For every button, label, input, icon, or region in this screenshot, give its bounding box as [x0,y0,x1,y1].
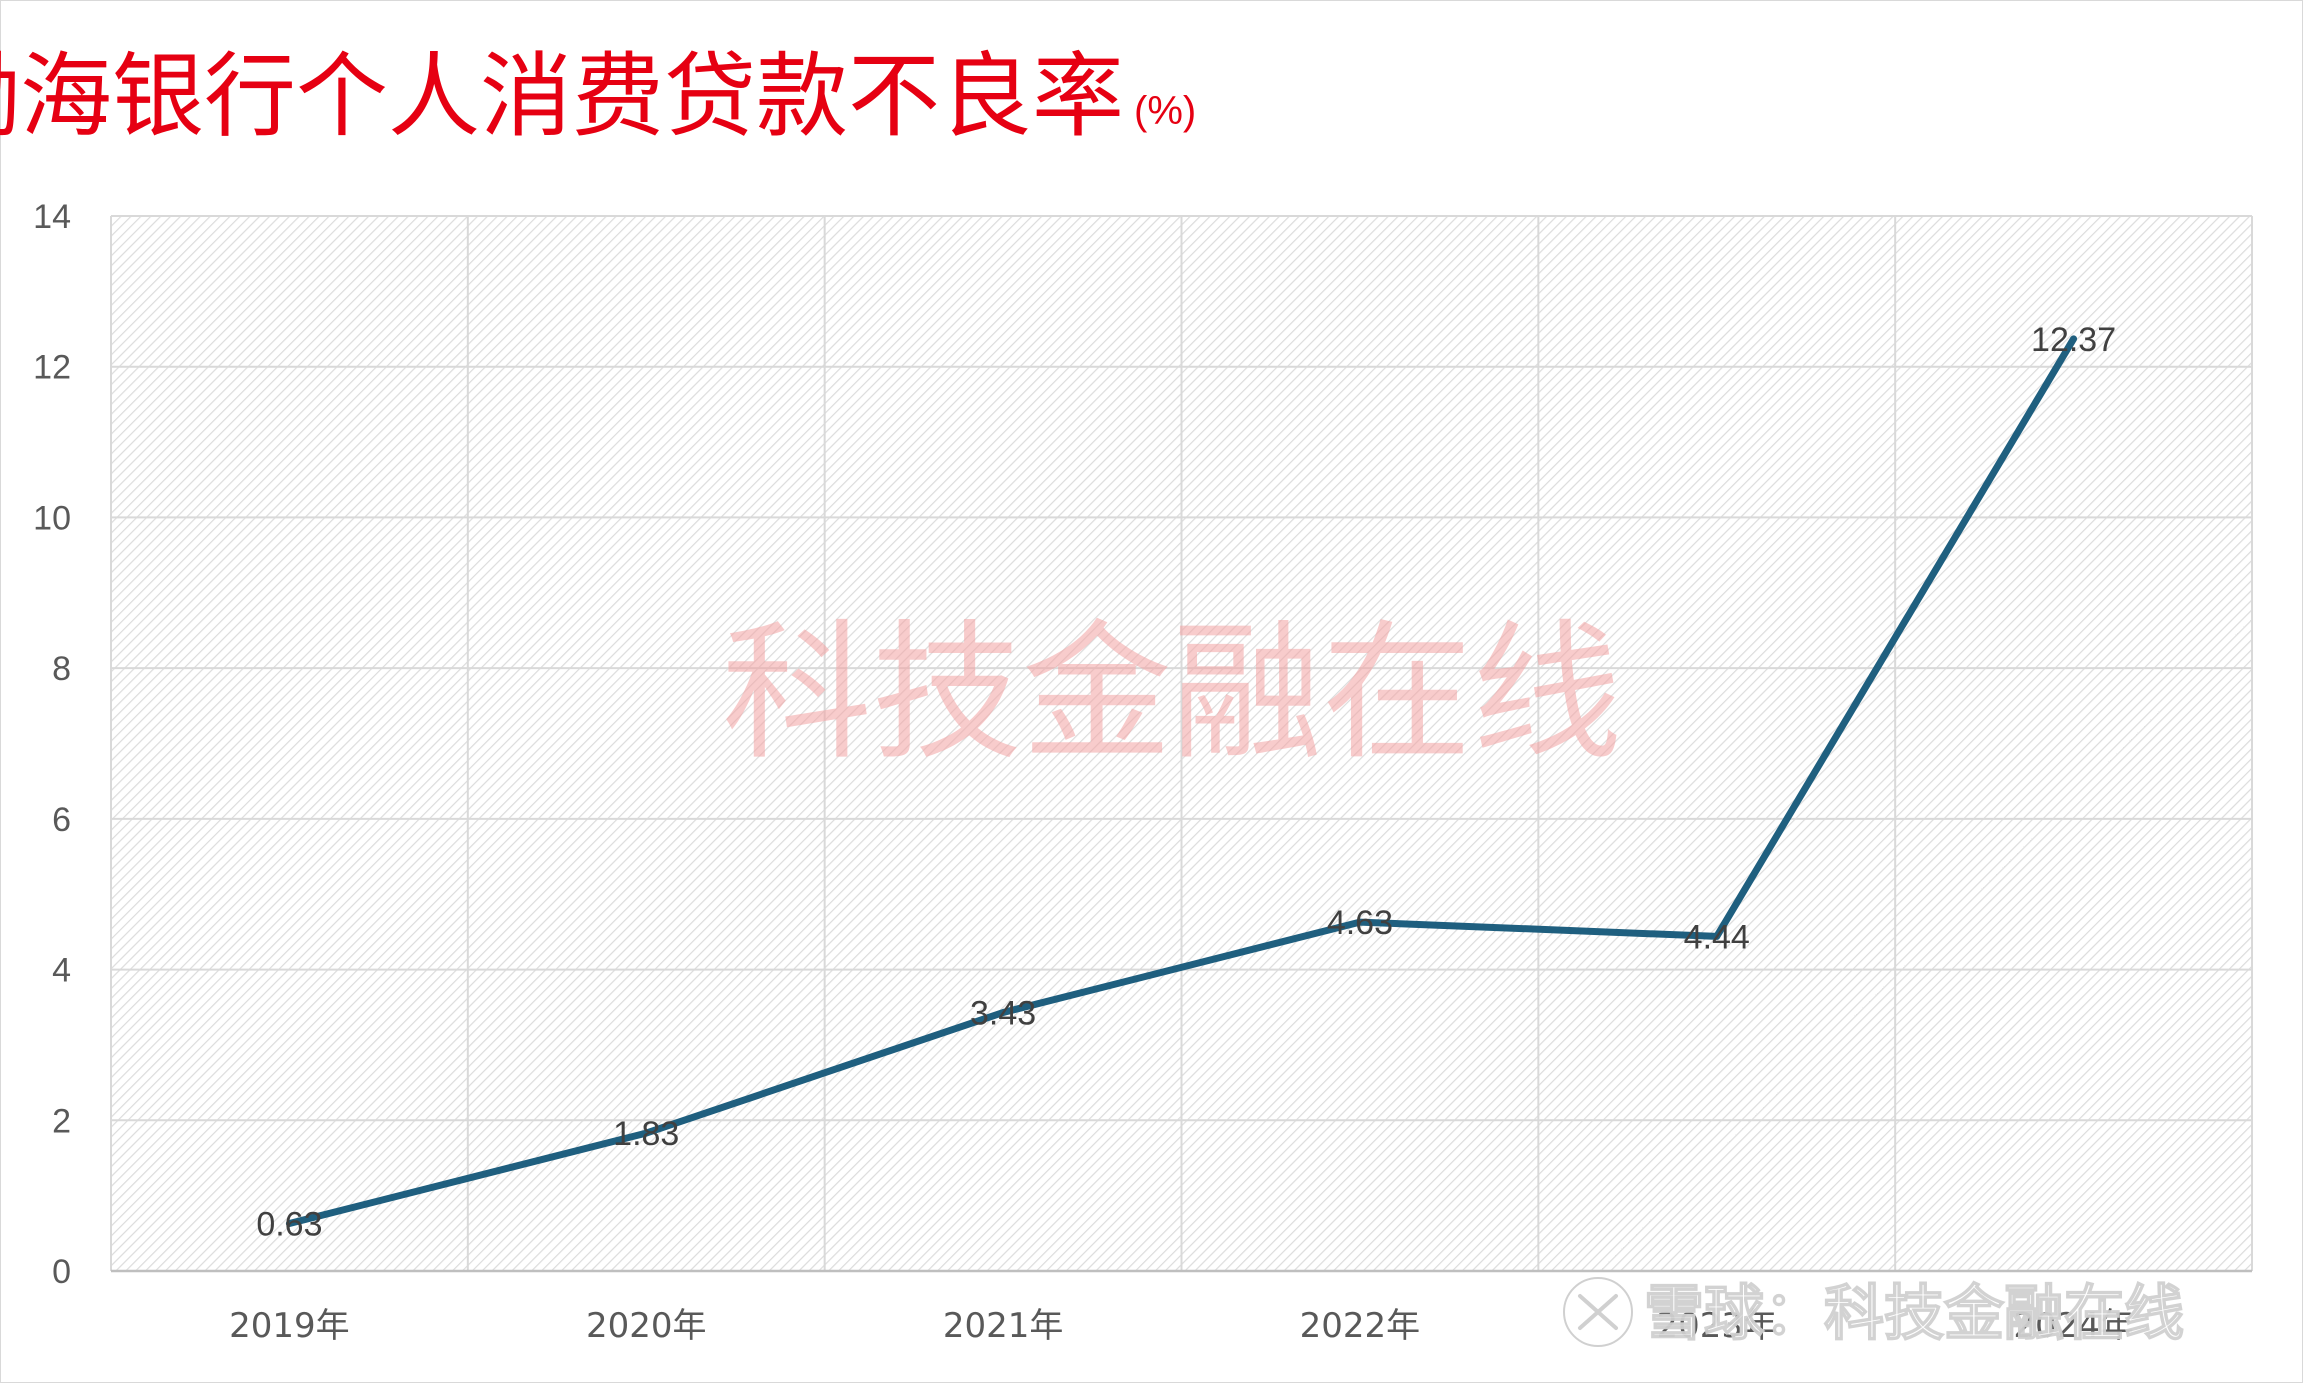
data-labels: 0.63 1.83 3.43 4.63 4.44 12.37 [256,321,2116,1244]
data-label: 12.37 [2031,321,2116,359]
data-label: 0.63 [256,1206,322,1244]
data-label: 1.83 [613,1115,679,1153]
chart-title: 渤海银行个人消费贷款不良率 [0,43,1124,150]
grid-lines [110,215,2253,1271]
data-label: 3.43 [970,995,1036,1033]
snowball-logo-icon [1563,1277,1633,1347]
data-label: 4.44 [1684,918,1750,956]
chart-title-unit: (%) [1134,89,1196,133]
y-tick-label: 2 [52,1102,71,1140]
series [285,335,2078,1228]
x-tick-label: 2024年 [2013,1306,2134,1346]
x-tick-label: 2020年 [586,1306,707,1346]
y-tick-label: 12 [33,349,71,387]
watermark-corner-text: 雪球：科技金融在线 [1644,1279,2184,1349]
x-tick-label: 2019年 [229,1306,350,1346]
watermark-center: 科技金融在线 [722,607,1622,781]
series-line [285,335,2078,1228]
x-tick-label: 2022年 [1300,1306,1421,1346]
y-tick-label: 8 [52,650,71,688]
y-tick-label: 6 [52,801,71,839]
data-label: 4.63 [1327,904,1393,942]
x-tick-label: 2023年 [1656,1306,1777,1346]
y-tick-label: 4 [52,952,71,990]
y-axis-ticks: 0 2 4 6 8 10 12 14 [33,198,71,1291]
y-tick-label: 0 [52,1253,71,1291]
y-tick-label: 14 [33,198,71,236]
x-axis-ticks: 2019年 2020年 2021年 2022年 2023年 2024年 [229,1306,2134,1346]
y-tick-label: 10 [33,499,71,537]
watermark-corner: 雪球：科技金融在线 [1563,1277,2185,1350]
x-tick-label: 2021年 [943,1306,1064,1346]
